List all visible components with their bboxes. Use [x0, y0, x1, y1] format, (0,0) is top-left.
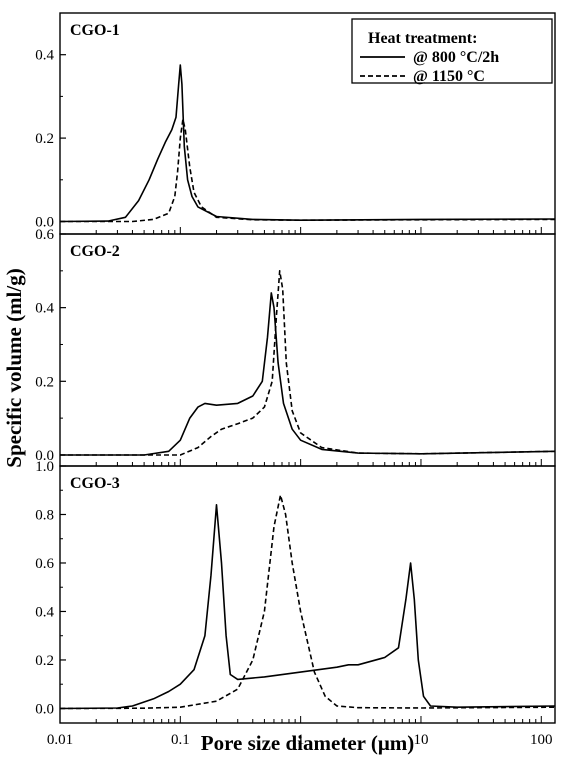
- y-tick-label: 0.2: [35, 653, 54, 669]
- y-tick-label: 0.6: [35, 227, 54, 243]
- y-tick-label: 0.2: [35, 374, 54, 390]
- series-line-1150C: [60, 118, 555, 223]
- y-tick-label: 0.6: [35, 556, 54, 572]
- x-tick-label: 1: [297, 732, 305, 748]
- y-tick-label: 0.0: [35, 701, 54, 717]
- panel-frame: [59, 233, 556, 467]
- y-tick-label: 0.0: [35, 214, 54, 230]
- series-line-800C: [60, 504, 555, 710]
- series-line-800C: [60, 292, 555, 456]
- y-tick-label: 0.4: [35, 604, 54, 620]
- y-tick-label: 0.0: [35, 448, 54, 464]
- series-line-800C: [60, 64, 555, 223]
- y-tick-label: 1.0: [35, 459, 54, 475]
- panel-label: CGO-1: [70, 22, 120, 39]
- y-axis-title: Specific volume (ml/g): [2, 268, 26, 467]
- y-tick-label: 0.4: [35, 48, 54, 64]
- x-tick-label: 10: [413, 732, 428, 748]
- series-line-1150C: [60, 270, 555, 456]
- y-tick-label: 0.2: [35, 131, 54, 147]
- y-tick-label: 0.8: [35, 507, 54, 523]
- panel-3: 0.0 0.2 0.4 0.6 0.8 1.0 CGO-3: [35, 459, 556, 724]
- panel-frame: [59, 465, 556, 724]
- x-tick-label: 0.01: [47, 732, 73, 748]
- y-tick-label: 0.4: [35, 301, 54, 317]
- x-axis-title: Pore size diameter (μm): [201, 731, 414, 755]
- panel-2: 0.0 0.2 0.4 0.6 CGO-2: [35, 227, 556, 467]
- legend: Heat treatment: @ 800 °C/2h @ 1150 °C: [351, 18, 553, 85]
- legend-entry: @ 1150 °C: [413, 68, 485, 85]
- legend-title: Heat treatment:: [368, 30, 477, 47]
- series-line-1150C: [60, 494, 555, 710]
- panel-label: CGO-2: [70, 243, 120, 260]
- x-tick-label: 100: [530, 732, 553, 748]
- legend-box: [351, 18, 553, 84]
- panel-label: CGO-3: [70, 475, 120, 492]
- legend-entry: @ 800 °C/2h: [413, 49, 499, 66]
- x-tick-label: 0.1: [171, 732, 190, 748]
